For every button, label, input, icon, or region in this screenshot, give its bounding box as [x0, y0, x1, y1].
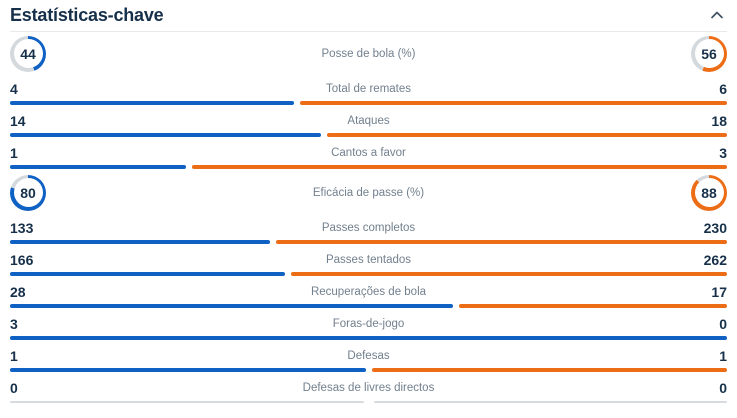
home-bar-segment: [10, 133, 321, 137]
away-bar-segment: [291, 272, 727, 276]
away-ring-value: 88: [694, 178, 724, 207]
stat-label: Recuperações de bola: [310, 286, 427, 298]
home-bar-segment: [10, 401, 364, 403]
stat-values: 28 Recuperações de bola 17: [10, 284, 727, 300]
stat-row: 80 Eficácia de passe (%) 88: [10, 171, 727, 214]
home-value: 14: [10, 113, 26, 129]
home-value: 1: [10, 348, 18, 364]
panel-header: Estatísticas-chave: [10, 3, 727, 32]
panel-title: Estatísticas-chave: [10, 5, 164, 25]
away-bar-segment: [192, 165, 727, 169]
stat-label: Passes tentados: [325, 254, 412, 266]
stat-row: 3 Foras-de-jogo 0: [10, 310, 727, 342]
stat-values: 166 Passes tentados 262: [10, 252, 727, 268]
comparison-bar: [10, 336, 727, 340]
away-value: 262: [703, 252, 727, 268]
comparison-bar: [10, 240, 727, 244]
stat-row: 133 Passes completos 230: [10, 214, 727, 246]
home-ring-value: 44: [13, 39, 43, 68]
away-ring: 88: [691, 174, 727, 211]
comparison-bar: [10, 101, 727, 105]
chevron-up-icon: [711, 7, 723, 22]
away-bar-segment: [459, 304, 727, 308]
home-bar-segment: [10, 240, 270, 244]
away-ring-value: 56: [694, 39, 724, 68]
stat-values: 4 Total de remates 6: [10, 81, 727, 97]
home-bar-segment: [10, 272, 286, 276]
stat-values: 1 Defesas 1: [10, 348, 727, 364]
key-stats-panel: Estatísticas-chave 44 Posse de bola (%) 56…: [10, 3, 727, 406]
away-bar-segment: [326, 133, 727, 137]
stat-row: 4 Total de remates 6: [10, 75, 727, 107]
stat-row: 166 Passes tentados 262: [10, 246, 727, 278]
stat-label: Ataques: [347, 115, 390, 127]
home-ring: 80: [10, 174, 46, 211]
away-bar-segment: [275, 240, 727, 244]
stat-row: 0 Defesas de livres directos 0: [10, 374, 727, 406]
comparison-bar: [10, 304, 727, 308]
home-value: 1: [10, 145, 18, 161]
home-bar-segment: [10, 368, 366, 372]
stat-values: 133 Passes completos 230: [10, 220, 727, 236]
stat-values: 3 Foras-de-jogo 0: [10, 316, 727, 332]
home-ring: 44: [10, 35, 46, 72]
stat-label: Defesas de livres directos: [302, 382, 435, 394]
stats-list: 44 Posse de bola (%) 56 4 Total de remates 6 1…: [10, 32, 727, 406]
comparison-bar: [10, 133, 727, 137]
comparison-bar: [10, 165, 727, 169]
home-value: 28: [10, 284, 26, 300]
home-value: 0: [10, 380, 18, 396]
away-ring: 56: [691, 35, 727, 72]
stat-row: 1 Cantos a favor 3: [10, 139, 727, 171]
home-bar-segment: [10, 336, 727, 340]
stat-label: Defesas: [347, 350, 390, 362]
home-value: 133: [10, 220, 34, 236]
stat-label: Total de remates: [325, 83, 412, 95]
away-bar-segment: [299, 101, 727, 105]
stat-row: 44 Posse de bola (%) 56: [10, 32, 727, 75]
stat-label: Foras-de-jogo: [332, 318, 405, 330]
stat-values: 1 Cantos a favor 3: [10, 145, 727, 161]
stat-row: 14 Ataques 18: [10, 107, 727, 139]
home-bar-segment: [10, 304, 454, 308]
home-value: 3: [10, 316, 18, 332]
away-value: 0: [719, 380, 727, 396]
comparison-bar: [10, 400, 727, 404]
away-value: 17: [711, 284, 727, 300]
away-value: 3: [719, 145, 727, 161]
home-ring-value: 80: [13, 178, 43, 207]
stat-values: 0 Defesas de livres directos 0: [10, 380, 727, 396]
away-bar-segment: [371, 368, 727, 372]
stat-label: Cantos a favor: [331, 147, 406, 159]
stat-label: Passes completos: [321, 222, 416, 234]
stat-label: Eficácia de passe (%): [312, 186, 425, 199]
away-value: 0: [719, 316, 727, 332]
home-bar-segment: [10, 165, 187, 169]
stat-label: Posse de bola (%): [321, 47, 416, 60]
stat-values: 14 Ataques 18: [10, 113, 727, 129]
collapse-button[interactable]: [707, 9, 727, 21]
away-value: 1: [719, 348, 727, 364]
away-bar-segment: [373, 401, 727, 403]
comparison-bar: [10, 272, 727, 276]
stat-row: 1 Defesas 1: [10, 342, 727, 374]
home-bar-segment: [10, 101, 294, 105]
home-value: 4: [10, 81, 18, 97]
away-value: 230: [703, 220, 727, 236]
away-value: 18: [711, 113, 727, 129]
away-value: 6: [719, 81, 727, 97]
stat-row: 28 Recuperações de bola 17: [10, 278, 727, 310]
comparison-bar: [10, 368, 727, 372]
home-value: 166: [10, 252, 34, 268]
